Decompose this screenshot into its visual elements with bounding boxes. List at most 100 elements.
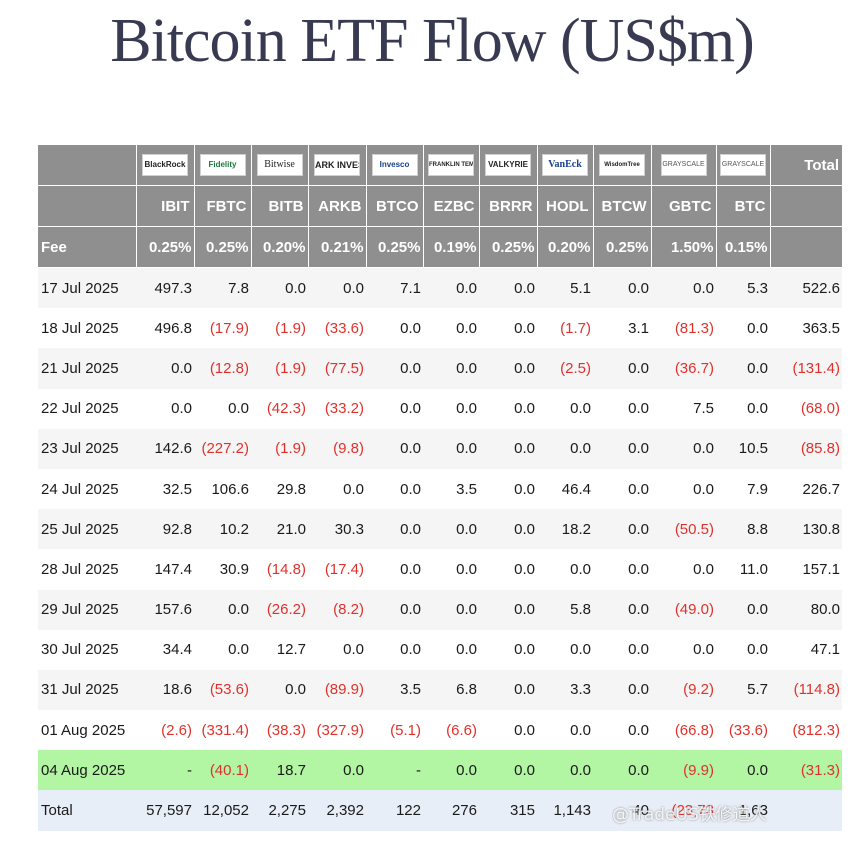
flow-cell: (33.6) bbox=[716, 710, 770, 751]
flow-cell: 0.0 bbox=[479, 710, 537, 751]
row-total-cell: (85.8) bbox=[770, 428, 842, 469]
flow-cell: 276 bbox=[423, 790, 479, 831]
flow-cell: 0.0 bbox=[479, 509, 537, 550]
flow-cell: 0.0 bbox=[593, 589, 651, 630]
flow-cell: (8.2) bbox=[308, 589, 366, 630]
flow-cell: 0.0 bbox=[537, 388, 593, 429]
flow-cell: (1.9) bbox=[251, 348, 308, 389]
flow-cell: 0.0 bbox=[423, 509, 479, 550]
flow-cell: 18.2 bbox=[537, 509, 593, 550]
logo-cell: Bitwise bbox=[251, 145, 309, 186]
flow-cell: 0.0 bbox=[537, 549, 593, 590]
flow-cell: 29.8 bbox=[251, 468, 308, 510]
flow-cell: 0.0 bbox=[136, 348, 194, 389]
flow-cell: (6.6) bbox=[423, 710, 479, 751]
flow-cell: (77.5) bbox=[308, 348, 366, 389]
flow-cell: 0.0 bbox=[366, 589, 423, 630]
flow-cell: 0.0 bbox=[651, 549, 716, 590]
flow-cell: 0.0 bbox=[593, 348, 651, 389]
logo-cell: Fidelity bbox=[194, 145, 252, 186]
fee-cell: 0.25% bbox=[136, 226, 195, 268]
flow-cell: 0.0 bbox=[423, 589, 479, 630]
flow-cell: 0.0 bbox=[423, 267, 479, 309]
flow-cell: 0.0 bbox=[593, 549, 651, 590]
flow-cell: 32.5 bbox=[136, 468, 194, 510]
flow-cell: 0.0 bbox=[716, 589, 770, 630]
flow-cell: 0.0 bbox=[593, 509, 651, 550]
flow-cell: 10.2 bbox=[194, 509, 251, 550]
flow-cell: 8.8 bbox=[716, 509, 770, 550]
flow-cell: 18.7 bbox=[251, 750, 308, 791]
flow-cell: 0.0 bbox=[366, 308, 423, 349]
date-cell: 22 Jul 2025 bbox=[38, 388, 136, 429]
flow-cell: (33.2) bbox=[308, 388, 366, 429]
flow-cell: 11.0 bbox=[716, 549, 770, 590]
flow-cell: 0.0 bbox=[537, 629, 593, 670]
flow-cell: 0.0 bbox=[537, 750, 593, 791]
flow-cell: (36.7) bbox=[651, 348, 716, 389]
flow-cell: 0.0 bbox=[366, 549, 423, 590]
flow-cell: (1.9) bbox=[251, 308, 308, 349]
flow-cell: 0.0 bbox=[716, 750, 770, 791]
flow-cell: 496.8 bbox=[136, 308, 194, 349]
flow-cell: 0.0 bbox=[194, 629, 251, 670]
row-total-cell: 363.5 bbox=[770, 308, 842, 349]
flow-cell: (40.1) bbox=[194, 750, 251, 791]
row-total-cell bbox=[770, 790, 842, 831]
flow-cell: (89.9) bbox=[308, 669, 366, 711]
bitwise-logo: Bitwise bbox=[256, 154, 303, 176]
flow-cell: (2.5) bbox=[537, 348, 593, 389]
flow-cell: 0.0 bbox=[593, 428, 651, 469]
flow-cell: 0.0 bbox=[651, 468, 716, 510]
flow-cell: 0.0 bbox=[366, 428, 423, 469]
row-total-cell: 80.0 bbox=[770, 589, 842, 630]
table-row: 25 Jul 2025 92.8 10.2 21.0 30.3 0.0 0.0 0.0 18.2… bbox=[38, 509, 842, 550]
empty-header-cell bbox=[770, 185, 842, 227]
flow-cell: 0.0 bbox=[593, 710, 651, 751]
flow-cell: 0.0 bbox=[479, 589, 537, 630]
vaneck-logo: VanEck bbox=[542, 154, 588, 176]
date-cell: 23 Jul 2025 bbox=[38, 428, 136, 469]
flow-cell: 497.3 bbox=[136, 267, 194, 309]
table-row: 31 Jul 2025 18.6 (53.6) 0.0 (89.9) 3.5 6.8 0.0 3… bbox=[38, 669, 842, 711]
flow-cell: - bbox=[136, 750, 194, 791]
flow-cell: 0.0 bbox=[651, 629, 716, 670]
fee-cell: 0.19% bbox=[423, 226, 480, 268]
flow-cell: 0.0 bbox=[593, 267, 651, 309]
flow-cell: (227.2) bbox=[194, 428, 251, 469]
flow-cell: 30.9 bbox=[194, 549, 251, 590]
flow-cell: 106.6 bbox=[194, 468, 251, 510]
valkyrie-logo: VALKYRIE bbox=[485, 154, 531, 176]
flow-cell: 0.0 bbox=[716, 388, 770, 429]
flow-cell: (81.3) bbox=[651, 308, 716, 349]
fee-cell: 0.20% bbox=[537, 226, 594, 268]
total-row: Total 57,597 12,052 2,275 2,392 122 276 315 1,14… bbox=[38, 790, 842, 831]
flow-cell: (38.3) bbox=[251, 710, 308, 751]
corner-cell bbox=[38, 185, 137, 227]
logo-header-row: BlackRock Fidelity Bitwise ARK INVEST In… bbox=[38, 145, 842, 186]
flow-cell: 3.1 bbox=[593, 308, 651, 349]
flow-cell: 92.8 bbox=[136, 509, 194, 550]
flow-cell: 0.0 bbox=[423, 428, 479, 469]
flow-cell: 0.0 bbox=[479, 308, 537, 349]
date-cell: 17 Jul 2025 bbox=[38, 267, 136, 309]
flow-cell: (9.8) bbox=[308, 428, 366, 469]
date-cell: 24 Jul 2025 bbox=[38, 468, 136, 510]
date-cell: 04 Aug 2025 bbox=[38, 750, 136, 791]
flow-cell: 0.0 bbox=[366, 468, 423, 510]
flow-cell: 0.0 bbox=[308, 267, 366, 309]
table-row: 18 Jul 2025 496.8 (17.9) (1.9) (33.6) 0.0 0.0 0… bbox=[38, 308, 842, 349]
flow-cell: 0.0 bbox=[479, 388, 537, 429]
ticker-header: BITB bbox=[251, 185, 309, 227]
flow-cell: (12.8) bbox=[194, 348, 251, 389]
flow-cell: 0.0 bbox=[716, 348, 770, 389]
ticker-header: ARKB bbox=[308, 185, 367, 227]
flow-cell: 0.0 bbox=[479, 267, 537, 309]
date-cell: 30 Jul 2025 bbox=[38, 629, 136, 670]
flow-cell: (14.8) bbox=[251, 549, 308, 590]
empty-header-cell bbox=[770, 226, 842, 268]
flow-cell: 142.6 bbox=[136, 428, 194, 469]
flow-table-body: 17 Jul 2025 497.3 7.8 0.0 0.0 7.1 0.0 0.0 5.1 0.0… bbox=[38, 267, 842, 831]
table-row: 24 Jul 2025 32.5 106.6 29.8 0.0 0.0 3.5 0.0 46.4… bbox=[38, 468, 842, 510]
row-total-cell: (812.3) bbox=[770, 710, 842, 751]
